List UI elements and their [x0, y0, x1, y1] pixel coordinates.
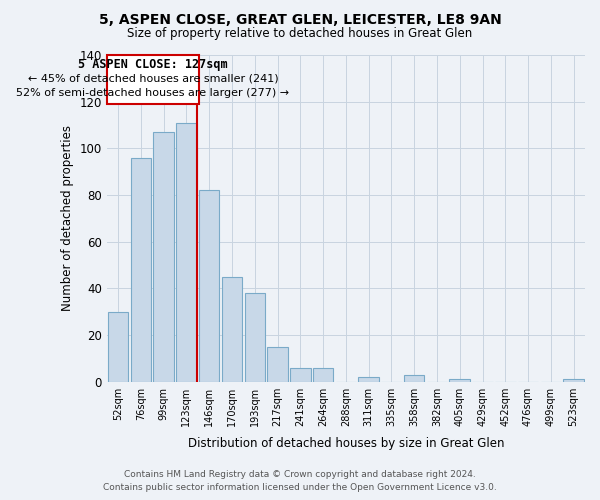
- Text: Contains HM Land Registry data © Crown copyright and database right 2024.
Contai: Contains HM Land Registry data © Crown c…: [103, 470, 497, 492]
- Bar: [176, 122, 197, 382]
- Bar: [154, 132, 174, 382]
- X-axis label: Distribution of detached houses by size in Great Glen: Distribution of detached houses by size …: [188, 437, 504, 450]
- Bar: [222, 276, 242, 382]
- Text: 52% of semi-detached houses are larger (277) →: 52% of semi-detached houses are larger (…: [16, 88, 289, 99]
- Bar: [199, 190, 220, 382]
- FancyBboxPatch shape: [107, 55, 199, 104]
- Bar: [108, 312, 128, 382]
- Bar: [267, 346, 288, 382]
- Bar: [404, 374, 424, 382]
- Text: Size of property relative to detached houses in Great Glen: Size of property relative to detached ho…: [127, 28, 473, 40]
- Text: 5, ASPEN CLOSE, GREAT GLEN, LEICESTER, LE8 9AN: 5, ASPEN CLOSE, GREAT GLEN, LEICESTER, L…: [98, 12, 502, 26]
- Bar: [449, 380, 470, 382]
- Bar: [131, 158, 151, 382]
- Bar: [358, 377, 379, 382]
- Bar: [563, 380, 584, 382]
- Bar: [290, 368, 311, 382]
- Text: ← 45% of detached houses are smaller (241): ← 45% of detached houses are smaller (24…: [28, 74, 278, 84]
- Bar: [245, 293, 265, 382]
- Text: 5 ASPEN CLOSE: 127sqm: 5 ASPEN CLOSE: 127sqm: [78, 58, 227, 71]
- Bar: [313, 368, 334, 382]
- Y-axis label: Number of detached properties: Number of detached properties: [61, 126, 74, 312]
